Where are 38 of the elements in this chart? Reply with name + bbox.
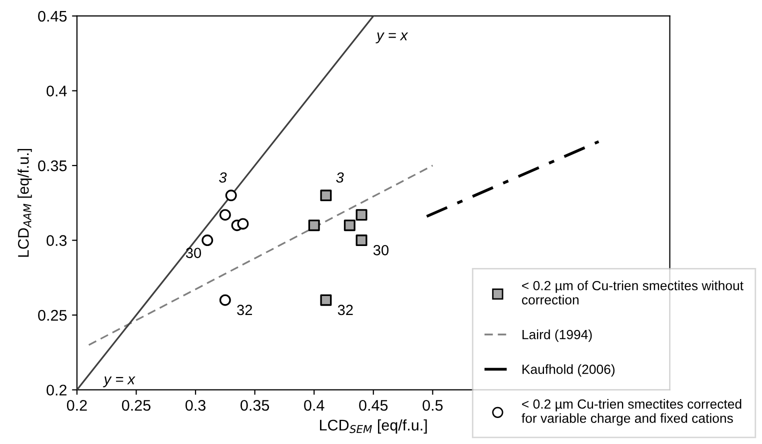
x-axis-title: LCD$_{SEM}$ [eq/f.u.]: [320, 419, 427, 434]
point: [344, 220, 356, 232]
point: [320, 294, 332, 306]
point: [225, 190, 237, 202]
annotation: 3: [336, 172, 344, 183]
point: [356, 234, 368, 246]
annotation: 32: [237, 304, 252, 316]
y-tick-label: 0.2: [46, 384, 66, 396]
legend-label: Kaufhold (2006): [522, 364, 615, 377]
point: [219, 294, 231, 306]
annotation: y = x: [376, 32, 408, 44]
y-tick-label: 0.4: [46, 86, 67, 96]
x-tick-label: 0.2: [66, 400, 87, 411]
legend-label: < 0.2 µm of Cu-trien smectites without correction: [522, 280, 744, 305]
y-tick-label: 0.35: [38, 160, 67, 172]
legend-label: < 0.2 µm Cu-trien smectites corrected for variable charge and fixed cations: [522, 399, 742, 426]
point: [320, 190, 332, 202]
x-tick-label: 0.4: [304, 400, 324, 411]
x-tick-label: 0.5: [422, 400, 443, 411]
annotation: 3: [219, 172, 227, 183]
annotation: y = x: [102, 376, 136, 388]
x-tick-label: 0.25: [122, 400, 150, 411]
annotation: 32: [338, 304, 353, 316]
legend-label: Laird (1994): [522, 330, 592, 342]
point: [202, 234, 214, 246]
point: [237, 218, 249, 230]
x-tick-label: 0.45: [359, 400, 388, 411]
point: [219, 209, 231, 221]
x-tick-label: 0.35: [240, 400, 270, 411]
y-tick-label: 0.45: [38, 10, 67, 22]
annotation: 30: [373, 244, 389, 256]
point: [308, 220, 320, 232]
y-axis-title: LCD$_{AAM}$ [eq/f.u.]: [18, 148, 32, 257]
y-tick-label: 0.25: [38, 310, 67, 321]
y-tick-label: 0.3: [46, 235, 67, 246]
point: [356, 209, 368, 221]
x-tick-label: 0.3: [186, 400, 206, 411]
annotation: 30: [186, 248, 202, 258]
